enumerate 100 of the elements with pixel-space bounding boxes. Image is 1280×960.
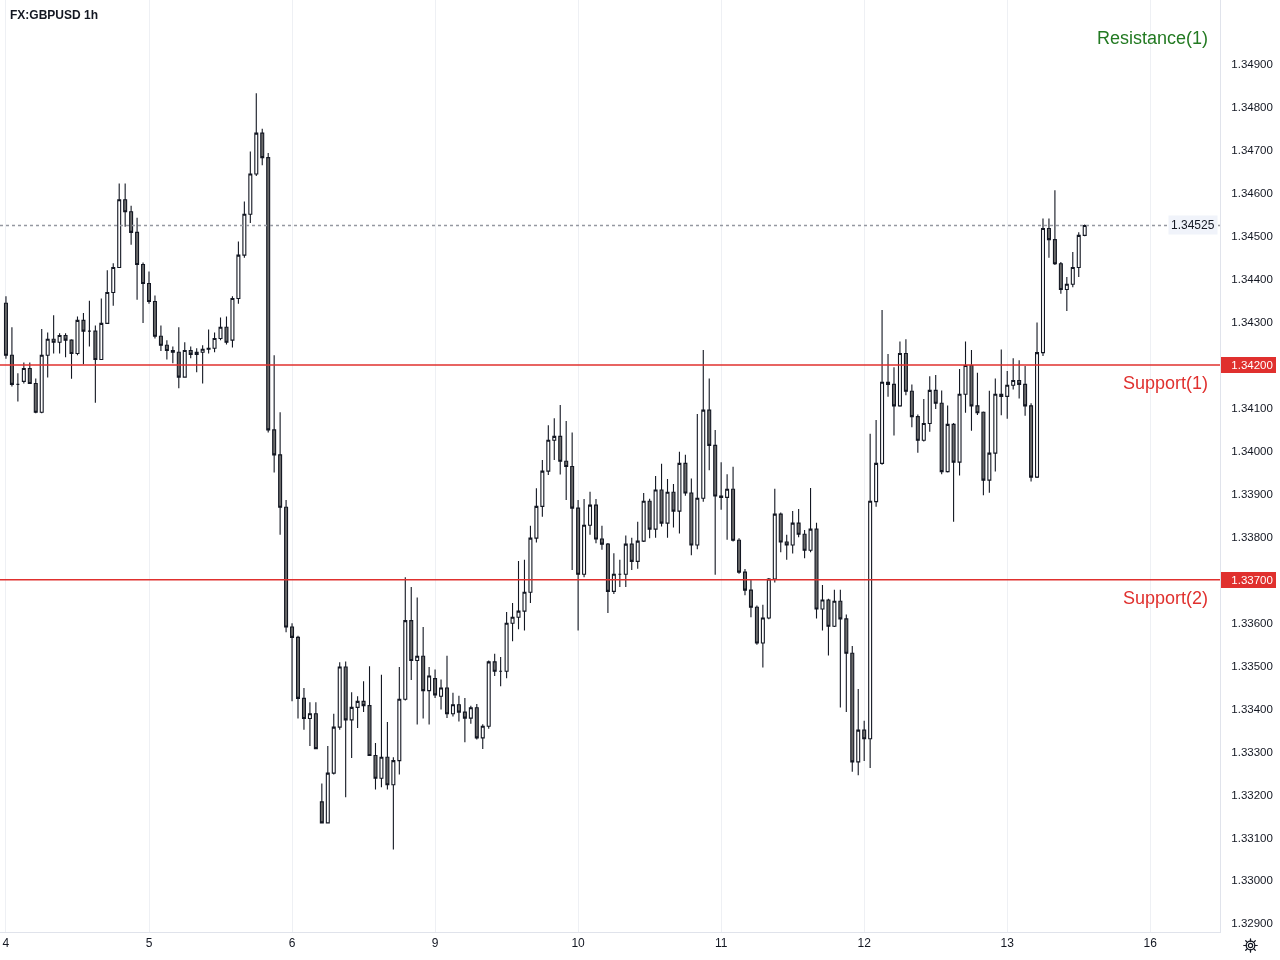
y-tick-label: 1.34700 — [1231, 144, 1273, 157]
candlestick — [582, 498, 587, 578]
candlestick — [546, 424, 551, 476]
candlestick — [868, 433, 873, 769]
candlestick — [313, 701, 318, 750]
candlestick — [641, 492, 646, 543]
y-tick-label: 1.34200 — [1231, 359, 1273, 372]
candlestick — [87, 300, 92, 348]
candlestick — [880, 309, 885, 466]
candlestick — [468, 705, 473, 725]
x-tick-label: 12 — [857, 936, 872, 951]
text: FX:GBPUSD 1h — [10, 8, 99, 23]
candlestick — [1064, 276, 1069, 312]
candlestick — [921, 398, 926, 443]
y-tick-label: 1.33300 — [1231, 745, 1273, 758]
candlestick — [701, 349, 706, 503]
candlestick — [552, 417, 557, 461]
y-tick-label: 1.33600 — [1231, 616, 1273, 629]
candlestick — [707, 377, 712, 471]
candlestick — [456, 695, 461, 723]
candlestick — [1005, 370, 1010, 420]
ref-line-label: 1.34525 — [1171, 218, 1215, 232]
candlestick — [278, 411, 283, 536]
y-tick-label: 1.33800 — [1231, 530, 1273, 543]
candlestick — [427, 666, 432, 726]
candlestick — [486, 660, 491, 730]
candlestick — [766, 577, 771, 620]
ref-line-label: Support(2) — [1123, 588, 1209, 608]
candlestick — [182, 341, 187, 378]
y-tick-label: 1.33900 — [1231, 487, 1273, 500]
candlestick — [498, 656, 503, 687]
candlestick — [742, 568, 747, 596]
y-tick-label: 1.34600 — [1231, 187, 1273, 200]
candlestick — [778, 511, 783, 553]
candlestick — [27, 361, 32, 385]
candlestick — [290, 622, 295, 702]
candlestick — [474, 703, 479, 741]
candlestick — [1035, 322, 1040, 479]
candlestick — [439, 678, 444, 711]
candlestick — [695, 413, 700, 550]
candlestick — [1046, 218, 1051, 259]
candlestick — [760, 604, 765, 668]
candlestick — [492, 653, 497, 677]
candlestick — [629, 537, 634, 571]
candlestick — [248, 151, 253, 224]
candlestick — [713, 429, 718, 576]
x-tick-label: 9 — [431, 936, 439, 951]
candlestick — [343, 660, 348, 798]
candlestick — [39, 328, 44, 414]
ref-line-label: Support(1) — [1123, 373, 1209, 393]
candlestick — [331, 713, 336, 775]
candlestick — [21, 361, 26, 385]
candlestick — [1070, 251, 1075, 288]
x-tick-label: 10 — [571, 936, 586, 951]
candlestick — [1011, 357, 1016, 391]
candlestick — [415, 596, 420, 726]
candlestick — [1076, 231, 1081, 278]
candlestick — [152, 294, 157, 339]
candlestick — [605, 542, 610, 614]
candlestick — [146, 270, 152, 305]
candlestick — [99, 297, 104, 361]
candlestick — [617, 559, 622, 588]
candlestick — [1040, 218, 1045, 357]
candlestick — [891, 366, 896, 437]
candlestick — [1023, 365, 1028, 417]
candlestick — [903, 338, 908, 396]
candlestick — [611, 552, 616, 595]
candlestick — [325, 745, 330, 824]
candlestick — [570, 431, 575, 571]
y-tick-label: 1.34400 — [1231, 273, 1273, 286]
x-tick-label: 6 — [288, 936, 296, 951]
candlestick — [886, 353, 891, 398]
candlestick — [295, 635, 301, 720]
candlestick — [254, 92, 259, 177]
candlestick — [9, 326, 14, 388]
candlestick — [1017, 359, 1022, 400]
candlestick — [319, 782, 324, 824]
candlestick — [105, 269, 110, 324]
candlestick — [874, 419, 879, 508]
candlestick — [1082, 224, 1087, 237]
candlestick — [33, 377, 38, 414]
candlestick — [45, 331, 50, 379]
y-tick-label: 1.33100 — [1231, 831, 1273, 844]
candlestick — [1058, 261, 1063, 295]
candlestick — [772, 488, 777, 583]
candlestick — [599, 525, 604, 551]
y-tick-label: 1.33700 — [1231, 573, 1273, 586]
candlestick — [725, 473, 730, 541]
y-tick-label: 1.33200 — [1231, 788, 1273, 801]
candlestick — [844, 614, 849, 713]
candlestick — [588, 491, 593, 536]
candlestick — [1052, 189, 1057, 266]
candlestick — [403, 576, 408, 702]
candlestick — [927, 375, 932, 433]
candlestick — [3, 295, 8, 360]
y-tick-label: 1.33400 — [1231, 702, 1273, 715]
y-tick-label: 1.34300 — [1231, 316, 1273, 329]
candlestick — [480, 723, 485, 750]
y-tick-label: 1.34900 — [1231, 58, 1273, 71]
y-tick-label: 1.34000 — [1231, 444, 1273, 457]
